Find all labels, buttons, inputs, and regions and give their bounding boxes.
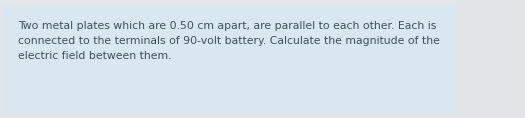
FancyBboxPatch shape [2,5,456,113]
Text: Two metal plates which are 0.50 cm apart, are parallel to each other. Each is
co: Two metal plates which are 0.50 cm apart… [18,21,440,61]
